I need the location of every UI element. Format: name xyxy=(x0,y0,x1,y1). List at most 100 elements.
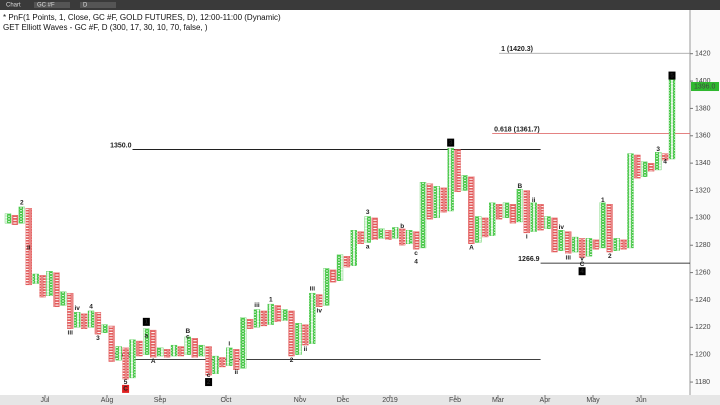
level-label: 1350.0 xyxy=(110,142,132,149)
wave-label: 4 xyxy=(414,258,418,265)
wave-label: C xyxy=(123,386,128,393)
wave-label: v xyxy=(580,256,584,263)
x-column xyxy=(212,355,219,374)
symbol-box[interactable] xyxy=(34,2,70,8)
o-column xyxy=(122,347,129,380)
x-column xyxy=(516,188,523,223)
x-column xyxy=(406,230,413,245)
x-column xyxy=(267,303,274,325)
wave-label: iv xyxy=(74,305,80,312)
y-tick-label: 1420 xyxy=(695,51,711,58)
wave-label: A xyxy=(151,358,156,365)
x-column xyxy=(184,336,191,355)
x-column xyxy=(447,147,454,212)
o-column xyxy=(606,204,613,253)
wave-label: c xyxy=(414,250,418,257)
x-column xyxy=(433,186,440,219)
x-column xyxy=(60,291,67,306)
x-column xyxy=(4,213,12,224)
level-label: 1266.9 xyxy=(518,256,540,263)
toolbar-period[interactable]: D xyxy=(83,3,88,9)
x-tick-label: Oct xyxy=(221,397,232,404)
last-price-label: 1396.0 xyxy=(694,83,716,90)
x-column xyxy=(143,328,150,355)
wave-label: 4 xyxy=(663,158,667,165)
x-tick-label: Aug xyxy=(101,397,114,404)
x-tick-label: Jul xyxy=(41,397,50,404)
x-column xyxy=(378,228,385,239)
toolbar-chart[interactable]: Chart xyxy=(6,3,21,9)
toolbar-symbol[interactable]: GC #F xyxy=(37,3,55,9)
o-column xyxy=(67,292,74,329)
wave-label: a xyxy=(366,243,370,250)
wave-label: A xyxy=(469,245,474,252)
y-tick-label: 1320 xyxy=(695,187,711,194)
o-column xyxy=(302,324,309,346)
o-column xyxy=(537,204,544,231)
wave-box xyxy=(122,384,130,393)
level-label: 1 (1420.3) xyxy=(501,46,533,53)
o-column xyxy=(177,346,185,357)
wave-label: 1 xyxy=(145,319,149,326)
y-tick-label: 1200 xyxy=(695,352,711,359)
wave-label: B xyxy=(185,328,190,335)
x-column xyxy=(18,206,25,224)
o-column xyxy=(136,340,143,357)
x-tick-label: Apr xyxy=(540,397,552,404)
right-axis xyxy=(690,10,720,395)
chart-title: * PnF(1 Points, 1, Close, GC #F, GOLD FU… xyxy=(3,13,281,22)
o-column xyxy=(426,183,434,220)
wave-label: iv xyxy=(317,308,323,315)
wave-label: iii xyxy=(310,286,316,293)
wave-label: c xyxy=(207,372,211,379)
x-column xyxy=(253,309,261,328)
o-column xyxy=(274,305,281,323)
o-column xyxy=(94,312,102,335)
wave-label: 3 xyxy=(656,146,660,153)
o-column xyxy=(150,329,157,358)
x-column xyxy=(74,312,81,328)
x-column xyxy=(599,202,606,249)
o-column xyxy=(523,190,530,234)
wave-label: i xyxy=(526,234,528,241)
y-tick-label: 1400 xyxy=(695,78,711,85)
x-column xyxy=(641,161,648,177)
x-column xyxy=(655,152,662,171)
x-tick-label: Dec xyxy=(337,397,350,404)
wave-box xyxy=(142,317,150,326)
o-column xyxy=(25,208,32,286)
o-column xyxy=(468,176,475,245)
y-tick-label: 1360 xyxy=(695,133,711,140)
wave-label: iii xyxy=(566,254,572,261)
o-column xyxy=(620,239,627,250)
wave-label: ii xyxy=(532,197,536,204)
x-column xyxy=(281,309,288,321)
x-column xyxy=(475,216,482,243)
period-box[interactable] xyxy=(80,2,116,8)
x-column xyxy=(558,230,565,251)
x-tick-label: 2019 xyxy=(382,397,398,404)
o-column xyxy=(288,310,295,357)
wave-label: 2 xyxy=(608,253,612,260)
o-column xyxy=(246,318,254,329)
y-tick-label: 1340 xyxy=(695,160,711,167)
o-column xyxy=(482,217,489,238)
x-column xyxy=(613,238,620,251)
o-column xyxy=(648,162,655,172)
wave-label: 1 xyxy=(269,297,273,304)
wave-label: 2 xyxy=(207,379,211,386)
wave-box xyxy=(447,138,455,147)
x-column xyxy=(46,271,53,297)
x-column xyxy=(170,344,178,357)
wave-label: iii xyxy=(68,330,74,337)
x-column xyxy=(502,202,510,219)
chart-subtitle: GET Elliott Waves - GC #F, D (300, 17, 3… xyxy=(3,23,208,32)
o-column xyxy=(412,231,420,250)
o-column xyxy=(399,228,406,246)
x-column xyxy=(295,323,302,355)
x-column xyxy=(309,292,316,344)
wave-label: ii xyxy=(234,369,238,376)
x-tick-label: Mar xyxy=(492,397,505,404)
o-column xyxy=(661,153,669,161)
